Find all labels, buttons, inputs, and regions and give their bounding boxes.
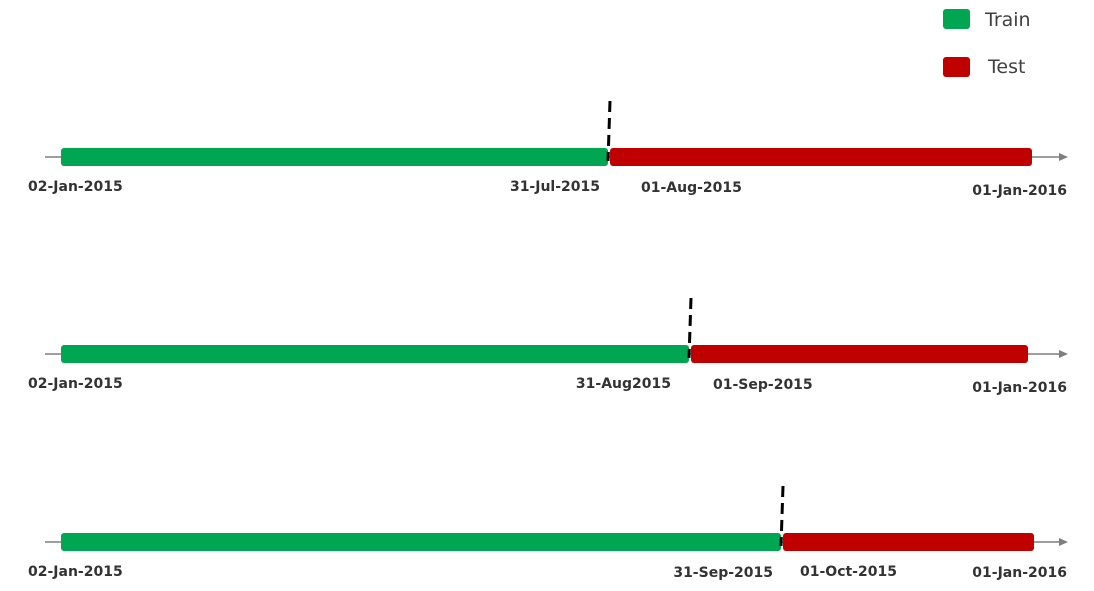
legend-train-label: Train bbox=[984, 9, 1031, 31]
train-end-date-label: 31-Jul-2015 bbox=[510, 179, 600, 195]
test-period-bar bbox=[783, 533, 1034, 551]
train-start-date-label: 02-Jan-2015 bbox=[28, 564, 123, 580]
test-end-date-label: 01-Jan-2016 bbox=[972, 380, 1067, 396]
split-row: 02-Jan-2015 31-Sep-2015 01-Oct-2015 01-Jan-… bbox=[28, 485, 1068, 581]
test-start-date-label: 01-Aug-2015 bbox=[641, 180, 742, 196]
split-row: 02-Jan-2015 31-Aug2015 01-Sep-2015 01-Jan-2… bbox=[28, 297, 1068, 396]
legend-test-label: Test bbox=[987, 56, 1025, 78]
test-start-date-label: 01-Oct-2015 bbox=[800, 564, 897, 580]
split-marker bbox=[687, 297, 693, 359]
split-rows: 02-Jan-2015 31-Jul-2015 01-Aug-2015 01-Jan-… bbox=[28, 100, 1068, 581]
test-period-bar bbox=[691, 345, 1028, 363]
split-marker bbox=[779, 485, 785, 547]
legend: Train Test bbox=[943, 9, 1031, 78]
legend-train-swatch bbox=[943, 9, 970, 29]
test-end-date-label: 01-Jan-2016 bbox=[972, 565, 1067, 581]
test-start-date-label: 01-Sep-2015 bbox=[713, 377, 813, 393]
test-end-date-label: 01-Jan-2016 bbox=[972, 183, 1067, 199]
train-start-date-label: 02-Jan-2015 bbox=[28, 179, 123, 195]
legend-test-swatch bbox=[943, 57, 970, 77]
train-end-date-label: 31-Sep-2015 bbox=[673, 565, 773, 581]
train-period-bar bbox=[61, 533, 781, 551]
split-marker bbox=[606, 100, 612, 162]
axis-arrow-head bbox=[1059, 538, 1068, 546]
train-end-date-label: 31-Aug2015 bbox=[576, 376, 671, 392]
split-row: 02-Jan-2015 31-Jul-2015 01-Aug-2015 01-Jan-… bbox=[28, 100, 1068, 199]
train-start-date-label: 02-Jan-2015 bbox=[28, 376, 123, 392]
axis-arrow-head bbox=[1059, 153, 1068, 161]
train-period-bar bbox=[61, 345, 689, 363]
train-period-bar bbox=[61, 148, 608, 166]
axis-arrow-head bbox=[1059, 350, 1068, 358]
test-period-bar bbox=[610, 148, 1032, 166]
